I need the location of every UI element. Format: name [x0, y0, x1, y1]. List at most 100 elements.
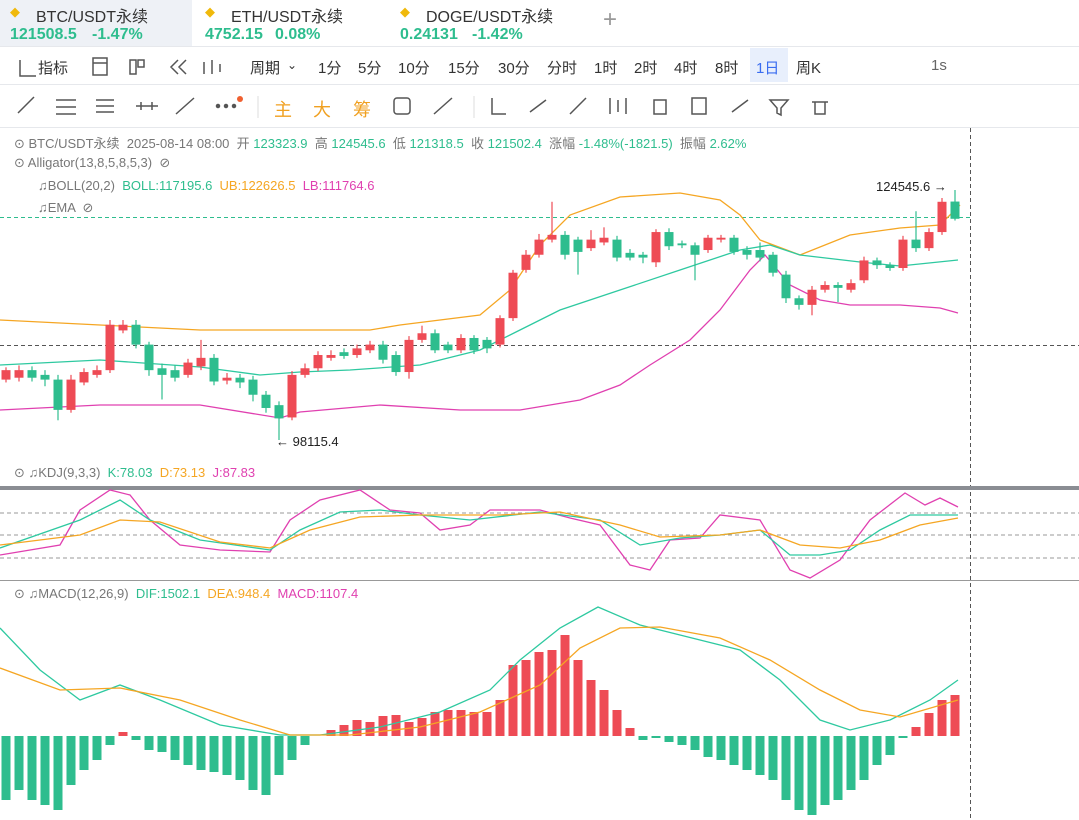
interval-button[interactable]: 1时: [594, 60, 618, 77]
macd: MACD(12,26,9): [38, 586, 129, 601]
label: 涨幅: [549, 136, 576, 151]
macd-lines: [0, 606, 959, 736]
candle-body: [677, 243, 687, 246]
interval-button[interactable]: 10分: [398, 60, 430, 77]
candle-body: [196, 357, 206, 367]
label: 收: [470, 136, 484, 151]
candle-body: [131, 324, 141, 345]
kdj-d: D:73.13: [159, 465, 206, 480]
high-marker: 124545.6 →: [876, 179, 947, 194]
candle-body: [144, 344, 154, 371]
interval-button[interactable]: 5分: [358, 60, 382, 77]
candle-body: [118, 324, 128, 331]
alligator: Alligator(13,8,5,8,5,3): [27, 155, 153, 170]
interval-button[interactable]: 8时: [715, 60, 739, 77]
candle-body: [300, 368, 310, 375]
interval-button[interactable]: 分时: [547, 60, 578, 77]
period-button[interactable]: 周期: [250, 60, 281, 77]
candle-body: [729, 237, 739, 252]
candle-body: [911, 239, 921, 249]
indicator-row: ⊙ ♫MACD(12,26,9) DIF:1502.1 DEA:948.4 MA…: [14, 586, 359, 601]
candle-body: [430, 333, 440, 351]
change: -1.48%(-1821.5): [578, 136, 673, 151]
candle-body: [170, 370, 180, 378]
candle-body: [950, 201, 960, 219]
candle-body: [820, 285, 830, 290]
badge: [237, 96, 243, 102]
candle-body: [664, 232, 674, 247]
tab-price: 4752.15: [205, 26, 263, 43]
candle-body: [157, 368, 167, 375]
candle-body: [794, 298, 804, 305]
tool-chips[interactable]: 筹: [353, 100, 371, 120]
candle-body: [404, 339, 414, 373]
coin-icon: ◆: [205, 4, 215, 19]
candle-body: [365, 344, 375, 351]
candle-body: [937, 201, 947, 233]
low: 121318.5: [409, 136, 464, 151]
candle-body: [53, 379, 63, 410]
kdj: KDJ(9,3,3): [38, 465, 101, 480]
candle-body: [508, 272, 518, 319]
kdj-levels: [0, 512, 1079, 559]
candle-body: [40, 374, 50, 380]
indicator-row: ⊙ ♫KDJ(9,3,3) K:78.03 D:73.13 J:87.83: [14, 465, 256, 480]
candle-body: [781, 274, 791, 299]
candle-body: [209, 357, 219, 382]
coin-icon: ◆: [10, 4, 20, 19]
candle-body: [287, 374, 297, 418]
candle-body: [326, 355, 336, 358]
candle-body: [521, 254, 531, 270]
close: 121502.4: [487, 136, 542, 151]
candle-body: [755, 250, 765, 258]
candle-body: [391, 355, 401, 373]
candle-body: [560, 234, 570, 255]
candle-body: [703, 237, 713, 251]
tab[interactable]: ◆ BTC/USDT永续 121508.5 -1.47%: [0, 0, 192, 46]
active-interval-bg: [750, 48, 788, 82]
coin-icon: ◆: [400, 4, 410, 19]
indicator-row: ♫EMA ⊘: [38, 200, 94, 215]
interval-button[interactable]: 2时: [634, 60, 658, 77]
tool-main[interactable]: 主: [274, 100, 292, 120]
candle-body: [339, 352, 349, 356]
label: 高: [314, 136, 328, 151]
tab-symbol: DOGE/USDT永续: [426, 9, 554, 26]
candle-body: [482, 339, 492, 349]
boll-lines: [0, 192, 961, 419]
symbol: BTC/USDT永续: [28, 136, 120, 151]
refresh-rate[interactable]: 1s: [931, 57, 947, 74]
candle-body: [248, 379, 258, 395]
indicators-button[interactable]: 指标: [38, 60, 69, 77]
tab[interactable]: ◆ DOGE/USDT永续 0.24131 -1.42%: [390, 0, 582, 46]
add-tab[interactable]: +: [603, 6, 618, 33]
tab-change: -1.47%: [92, 26, 143, 43]
interval-button[interactable]: 1分: [318, 60, 342, 77]
macd-dif: DIF:1502.1: [135, 586, 201, 601]
candles: [1, 190, 960, 440]
amplitude: 2.62%: [709, 136, 747, 151]
candle-body: [456, 337, 466, 351]
kdj-k: K:78.03: [107, 465, 153, 480]
time: 2025-08-14 08:00: [126, 136, 230, 151]
candle-body: [573, 239, 583, 252]
label: 低: [392, 136, 406, 151]
candle-body: [92, 370, 102, 375]
active-tab-bg: [0, 0, 192, 46]
candle-body: [66, 379, 76, 410]
ohlc-header: ⊙ BTC/USDT永续 2025-08-14 08:00 开 123323.9…: [14, 136, 747, 151]
macd-value: MACD:1107.4: [277, 586, 359, 601]
candle-body: [742, 250, 752, 255]
tab[interactable]: ◆ ETH/USDT永续 4752.15 0.08%: [195, 0, 387, 46]
interval-button[interactable]: 30分: [498, 60, 530, 77]
interval-button[interactable]: 4时: [674, 60, 698, 77]
interval-button[interactable]: 周K: [796, 60, 822, 77]
interval-button[interactable]: 15分: [448, 60, 480, 77]
tab-symbol: BTC/USDT永续: [36, 9, 149, 26]
interval-button[interactable]: 1日: [756, 60, 780, 77]
boll-lb: LB:111764.6: [302, 178, 375, 193]
tab-price: 0.24131: [400, 26, 458, 43]
tool-big[interactable]: 大: [313, 100, 331, 120]
